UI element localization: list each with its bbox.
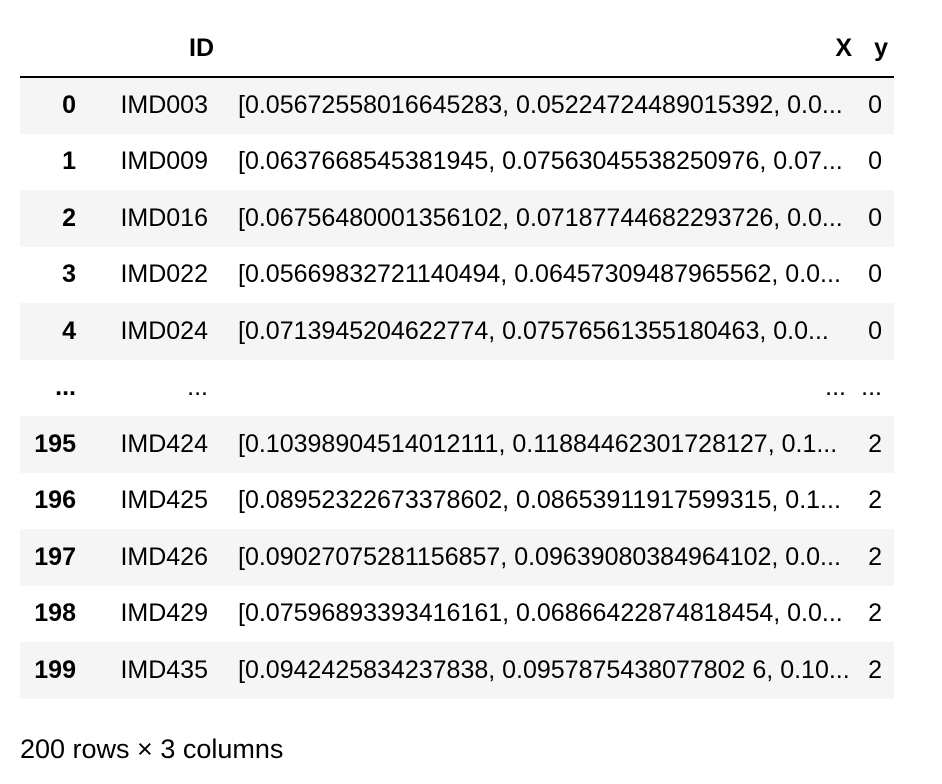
row-index: 4 bbox=[62, 316, 76, 345]
cell-y: 0 bbox=[868, 316, 882, 345]
cell-x: [0.05672558016645283, 0.0522472448901539… bbox=[238, 91, 843, 120]
cell-x: [0.0942425834237838, 0.0957875438077802 … bbox=[238, 655, 850, 684]
table-row: 199 IMD435 [0.0942425834237838, 0.095787… bbox=[20, 642, 894, 699]
cell-x: [0.09027075281156857, 0.0963908038496410… bbox=[238, 542, 841, 571]
row-index: 3 bbox=[62, 260, 76, 289]
dataframe-table: ID X y 0 IMD003 [0.05672558016645283, 0.… bbox=[20, 20, 894, 699]
table-row: 3 IMD022 [0.05669832721140494, 0.0645730… bbox=[20, 246, 894, 303]
cell-x: [0.0713945204622774, 0.07576561355180463… bbox=[238, 316, 829, 345]
cell-y: 2 bbox=[868, 655, 882, 684]
cell-y: 0 bbox=[868, 260, 882, 289]
header-x: X bbox=[220, 20, 858, 78]
row-index: 199 bbox=[34, 655, 76, 684]
cell-id: IMD425 bbox=[120, 486, 208, 515]
row-index: 2 bbox=[62, 203, 76, 232]
header-row: ID X y bbox=[20, 20, 894, 78]
cell-id: IMD022 bbox=[120, 260, 208, 289]
cell-x: [0.06756480001356102, 0.0718774468229372… bbox=[238, 203, 843, 232]
cell-id: IMD424 bbox=[120, 429, 208, 458]
cell-y: 0 bbox=[868, 147, 882, 176]
table-body: 0 IMD003 [0.05672558016645283, 0.0522472… bbox=[20, 77, 894, 699]
header-index bbox=[20, 20, 88, 78]
cell-id: IMD016 bbox=[120, 203, 208, 232]
table-row: 198 IMD429 [0.07596893393416161, 0.06866… bbox=[20, 585, 894, 642]
cell-x: [0.10398904514012111, 0.1188446230172812… bbox=[238, 429, 838, 458]
table-row: 195 IMD424 [0.10398904514012111, 0.11884… bbox=[20, 416, 894, 473]
row-index: 198 bbox=[34, 599, 76, 628]
row-index: 0 bbox=[62, 91, 76, 120]
row-index: ... bbox=[55, 373, 76, 402]
row-index: 197 bbox=[34, 542, 76, 571]
cell-y: 2 bbox=[868, 429, 882, 458]
cell-y: 2 bbox=[868, 599, 882, 628]
table-row: 196 IMD425 [0.08952322673378602, 0.08653… bbox=[20, 472, 894, 529]
table-row: 2 IMD016 [0.06756480001356102, 0.0718774… bbox=[20, 190, 894, 247]
table-row: 197 IMD426 [0.09027075281156857, 0.09639… bbox=[20, 529, 894, 586]
table-row: 4 IMD024 [0.0713945204622774, 0.07576561… bbox=[20, 303, 894, 360]
cell-id: IMD003 bbox=[120, 91, 208, 120]
cell-x: [0.08952322673378602, 0.0865391191759931… bbox=[238, 486, 841, 515]
cell-id: IMD024 bbox=[120, 316, 208, 345]
cell-y: 0 bbox=[868, 203, 882, 232]
cell-x: [0.0637668545381945, 0.07563045538250976… bbox=[238, 147, 843, 176]
cell-y: 2 bbox=[868, 486, 882, 515]
header-y: y bbox=[858, 20, 894, 78]
cell-x: ... bbox=[825, 373, 846, 402]
cell-x: [0.07596893393416161, 0.0686642287481845… bbox=[238, 599, 843, 628]
table-row: 1 IMD009 [0.0637668545381945, 0.07563045… bbox=[20, 133, 894, 190]
table-row: 0 IMD003 [0.05672558016645283, 0.0522472… bbox=[20, 77, 894, 134]
cell-id: IMD429 bbox=[120, 599, 208, 628]
cell-y: ... bbox=[861, 373, 882, 402]
row-index: 1 bbox=[62, 147, 76, 176]
cell-id: IMD009 bbox=[120, 147, 208, 176]
cell-x: [0.05669832721140494, 0.0645730948796556… bbox=[238, 260, 841, 289]
cell-id: ... bbox=[187, 373, 208, 402]
row-index: 196 bbox=[34, 486, 76, 515]
row-index: 195 bbox=[34, 429, 76, 458]
ellipsis-row: ... ... ... ... bbox=[20, 359, 894, 416]
header-id: ID bbox=[88, 20, 220, 78]
cell-id: IMD435 bbox=[120, 655, 208, 684]
cell-y: 2 bbox=[868, 542, 882, 571]
cell-y: 0 bbox=[868, 91, 882, 120]
table-header: ID X y bbox=[20, 20, 894, 78]
dataframe-output: ID X y 0 IMD003 [0.05672558016645283, 0.… bbox=[20, 20, 894, 699]
dataframe-shape-summary: 200 rows × 3 columns bbox=[20, 734, 284, 764]
cell-id: IMD426 bbox=[120, 542, 208, 571]
